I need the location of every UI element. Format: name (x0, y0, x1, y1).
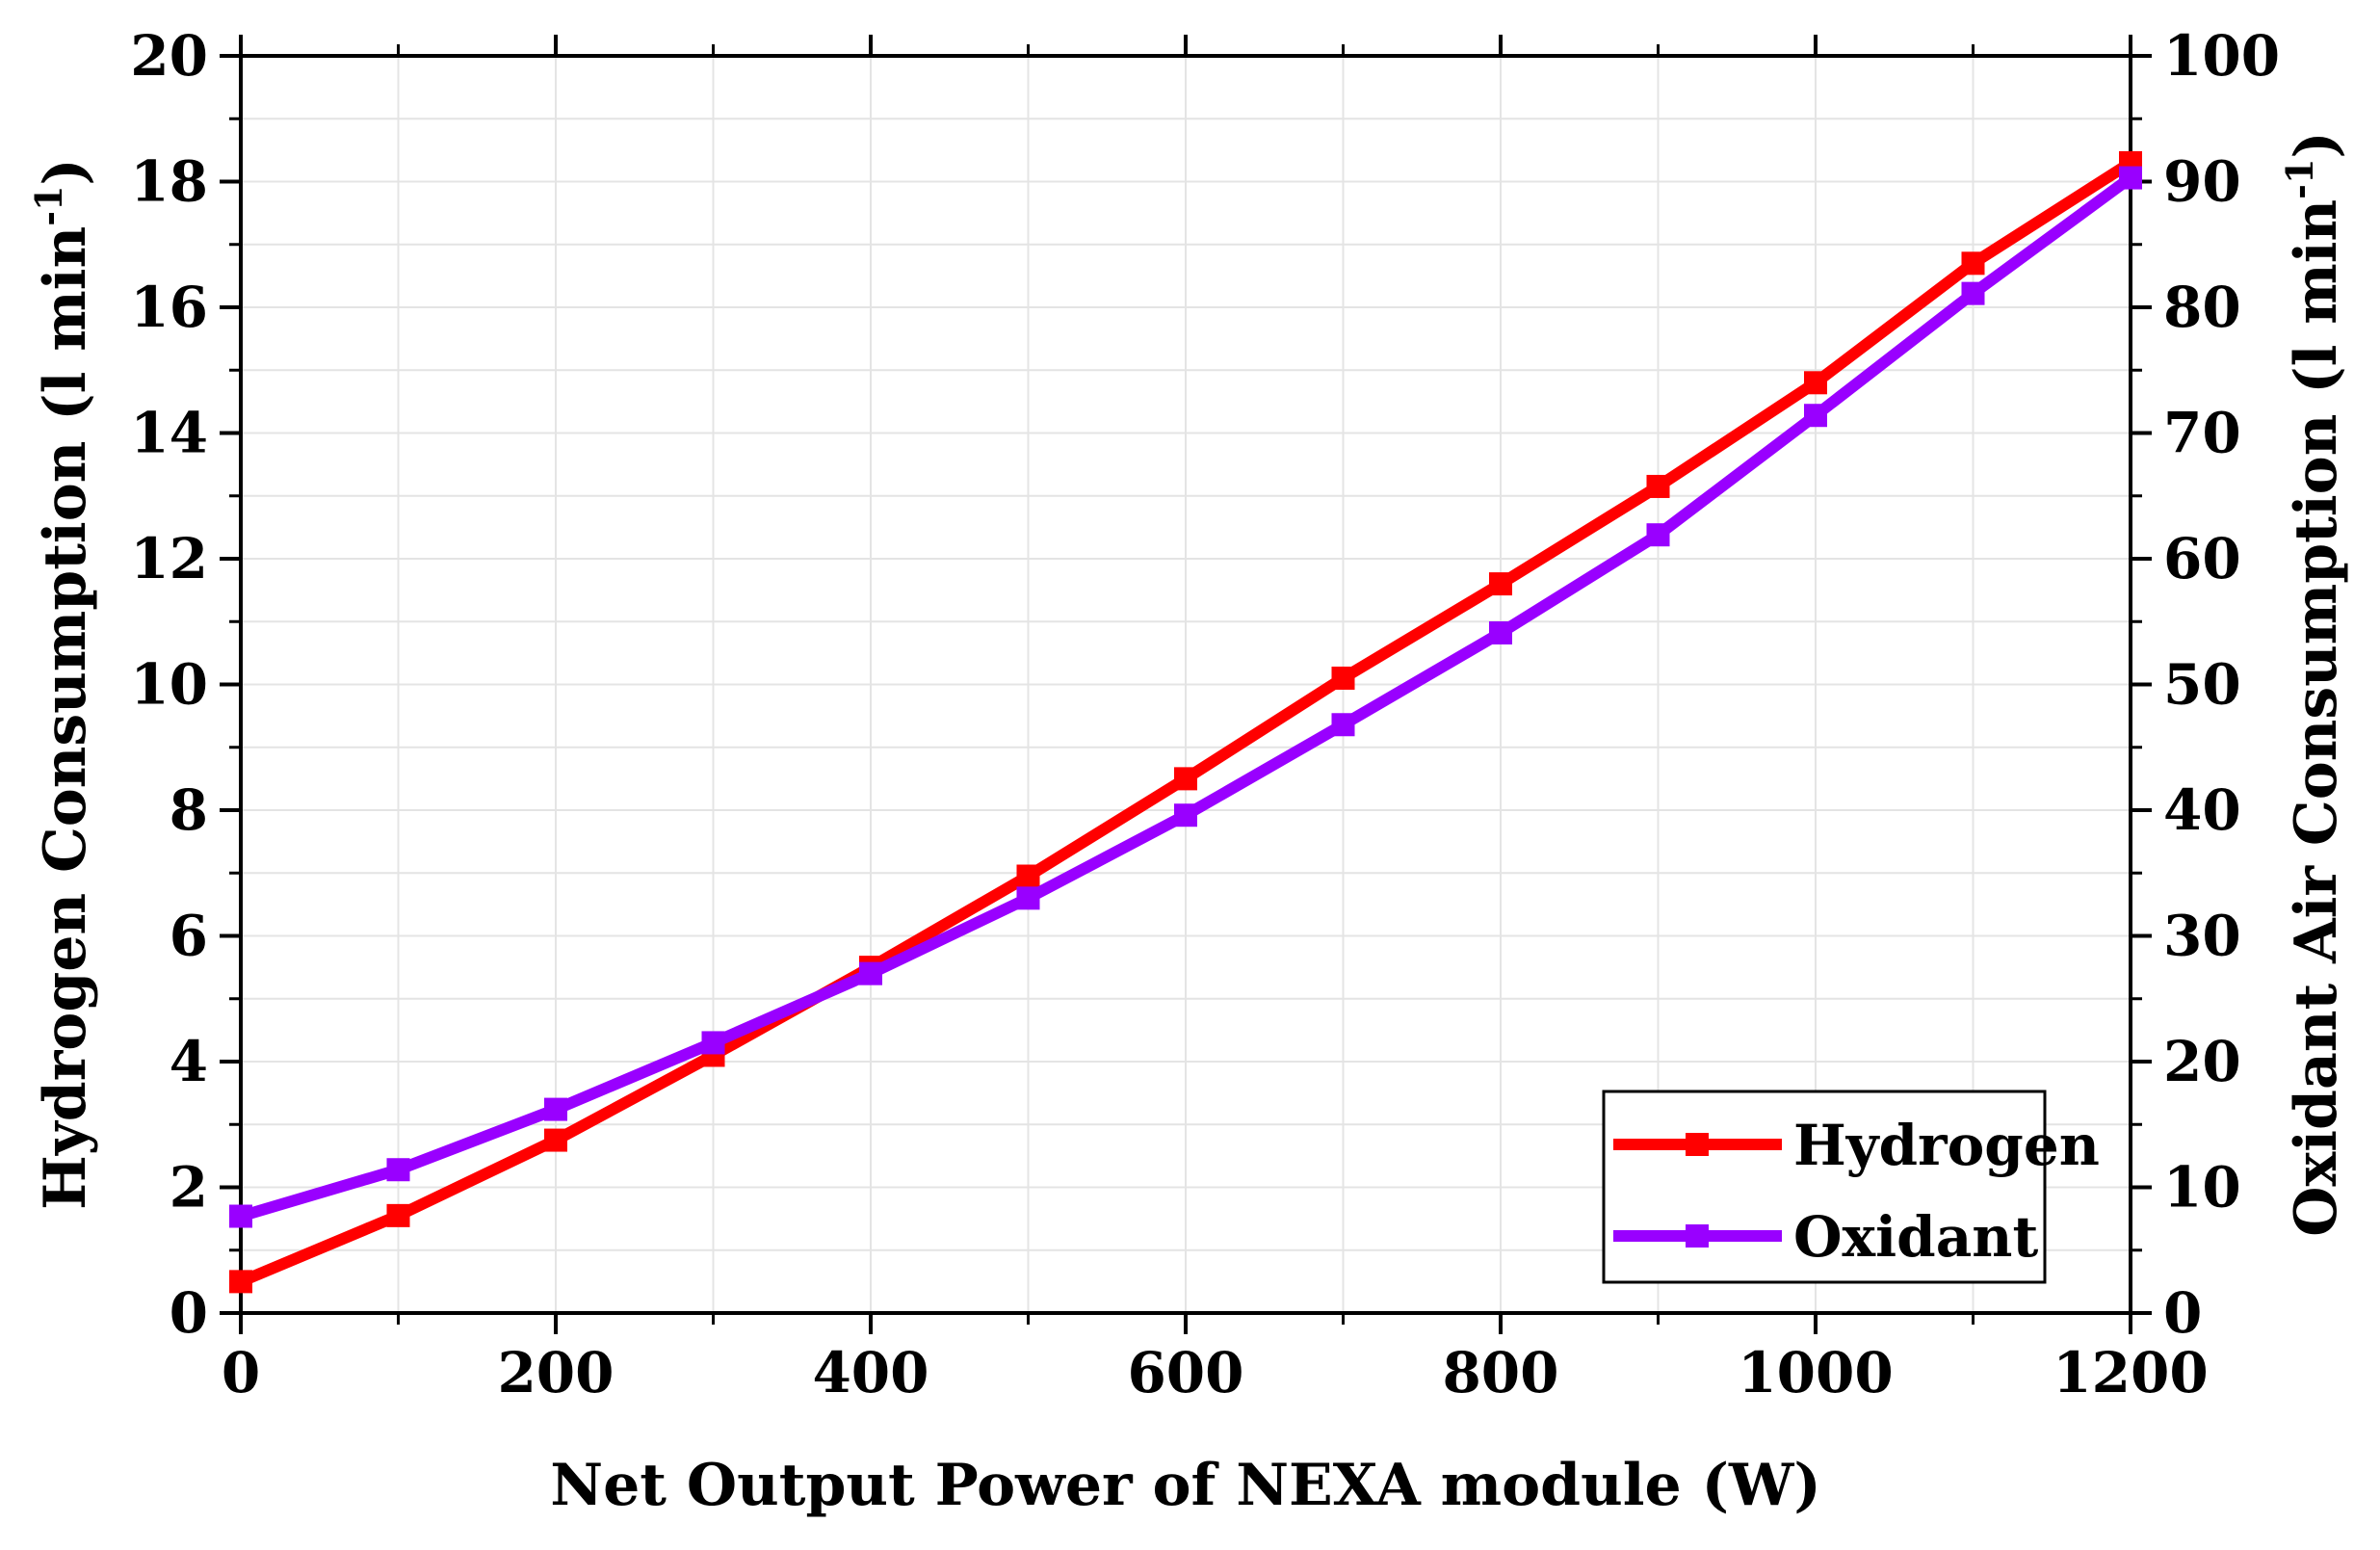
hydrogen-point (1961, 251, 1985, 276)
x-tick-label: 1200 (2053, 1340, 2208, 1406)
y-left-tick-label: 16 (130, 275, 208, 340)
oxidant-point (701, 1031, 725, 1055)
hydrogen-point (1174, 767, 1197, 791)
hydrogen-point (1016, 864, 1040, 888)
y-left-tick-label: 20 (130, 23, 208, 89)
y-right-tick-label: 30 (2163, 904, 2241, 969)
hydrogen-point (544, 1128, 567, 1152)
x-tick-label: 400 (812, 1340, 928, 1406)
y-left-tick-label: 0 (170, 1280, 208, 1346)
y-left-tick-label: 4 (170, 1029, 208, 1094)
oxidant-point (1961, 281, 1985, 305)
y-left-tick-label: 6 (170, 904, 208, 969)
y-right-tick-label: 10 (2163, 1155, 2241, 1221)
legend-oxidant-label: Oxidant (1793, 1204, 2038, 1270)
hydrogen-point (1331, 666, 1355, 690)
y-right-tick-label: 20 (2163, 1029, 2241, 1094)
y-right-tick-label: 70 (2163, 401, 2241, 466)
x-tick-label: 0 (222, 1340, 260, 1406)
y-left-tick-label: 2 (170, 1155, 208, 1221)
hydrogen-point (1646, 474, 1670, 498)
ticks: 0 200 400 600 800 1000 12000246810121416182001… (130, 23, 2280, 1406)
oxidant-point (2119, 166, 2142, 190)
y-right-tick-label: 100 (2163, 23, 2280, 89)
legend-box (1602, 1090, 2047, 1284)
y-right-tick-label: 0 (2163, 1280, 2202, 1346)
y-right-tick-label: 80 (2163, 275, 2241, 340)
oxidant-point (544, 1097, 567, 1121)
x-axis-title: Net Output Power of NEXA module (W) (550, 1452, 1821, 1519)
legend-oxidant-marker (1686, 1224, 1709, 1248)
x-tick-label: 1000 (1738, 1340, 1893, 1406)
series (229, 150, 2142, 1294)
oxidant-point (1331, 713, 1355, 737)
x-tick-label: 200 (497, 1340, 614, 1406)
y-right-axis-title: Oxidant Air Consumption (l min-1) (2278, 131, 2350, 1237)
oxidant-point (386, 1158, 410, 1182)
y-left-tick-label: 12 (130, 526, 208, 591)
y-right-tick-label: 90 (2163, 149, 2241, 215)
y-right-tick-label: 60 (2163, 526, 2241, 591)
x-tick-label: 600 (1127, 1340, 1243, 1406)
oxidant-point (1489, 620, 1512, 644)
legend-hydrogen-marker (1686, 1133, 1709, 1156)
hydrogen-point (1804, 371, 1827, 395)
legend-hydrogen-label: Hydrogen (1793, 1113, 2100, 1178)
y-left-axis-title: Hydrogen Consumption (l min-1) (27, 158, 99, 1210)
y-left-tick-label: 14 (130, 401, 208, 466)
y-left-tick-label: 18 (130, 149, 208, 215)
x-tick-label: 800 (1442, 1340, 1558, 1406)
hydrogen-point (386, 1203, 410, 1227)
y-right-tick-label: 50 (2163, 652, 2241, 718)
oxidant-point (1016, 886, 1040, 910)
y-left-tick-label: 10 (130, 652, 208, 718)
hydrogen-point (1489, 572, 1512, 596)
oxidant-point (1646, 523, 1670, 547)
y-left-tick-label: 8 (170, 777, 208, 843)
oxidant-point (229, 1204, 252, 1228)
hydrogen-point (229, 1270, 252, 1294)
oxidant-point (1174, 803, 1197, 828)
y-right-tick-label: 40 (2163, 777, 2241, 843)
oxidant-point (1804, 404, 1827, 428)
oxidant-point (859, 961, 882, 985)
legend: Hydrogen Oxidant (1602, 1090, 2100, 1284)
